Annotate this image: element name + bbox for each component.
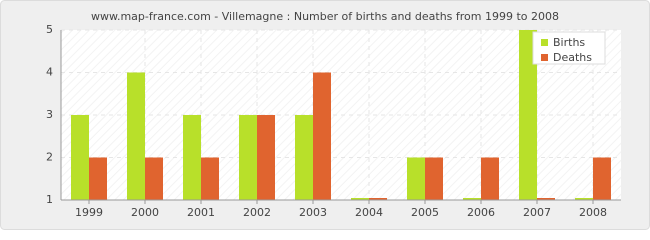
bar (351, 198, 369, 200)
bar (127, 72, 145, 200)
legend-label: Births (553, 36, 585, 49)
bar (257, 115, 275, 200)
x-tick-label: 2006 (467, 206, 495, 219)
bar (593, 157, 611, 200)
legend-label: Deaths (553, 51, 592, 64)
bar (481, 157, 499, 200)
bar (313, 72, 331, 200)
y-tick-label: 2 (46, 151, 53, 164)
x-tick-label: 1999 (75, 206, 103, 219)
x-tick-label: 2005 (411, 206, 439, 219)
x-tick-label: 2000 (131, 206, 159, 219)
bar (89, 157, 107, 200)
bar (519, 30, 537, 200)
y-tick-label: 3 (46, 108, 53, 121)
bar (295, 115, 313, 200)
bar (239, 115, 257, 200)
legend-swatch (541, 39, 548, 46)
chart: www.map-france.com - Villemagne : Number… (0, 0, 650, 230)
x-tick-label: 2002 (243, 206, 271, 219)
x-tick-label: 2008 (579, 206, 607, 219)
chart-title: www.map-france.com - Villemagne : Number… (91, 10, 559, 23)
x-tick-label: 2007 (523, 206, 551, 219)
bar (575, 198, 593, 200)
bar (425, 157, 443, 200)
y-tick-label: 4 (46, 66, 53, 79)
bar (407, 157, 425, 200)
x-tick-label: 2001 (187, 206, 215, 219)
bar (71, 115, 89, 200)
bar (145, 157, 163, 200)
bar (463, 198, 481, 200)
bar (183, 115, 201, 200)
bar (369, 198, 387, 200)
legend-swatch (541, 54, 548, 61)
x-tick-label: 2004 (355, 206, 383, 219)
bar (201, 157, 219, 200)
y-tick-label: 1 (46, 193, 53, 206)
x-tick-label: 2003 (299, 206, 327, 219)
y-tick-label: 5 (46, 23, 53, 36)
bar (537, 198, 555, 200)
